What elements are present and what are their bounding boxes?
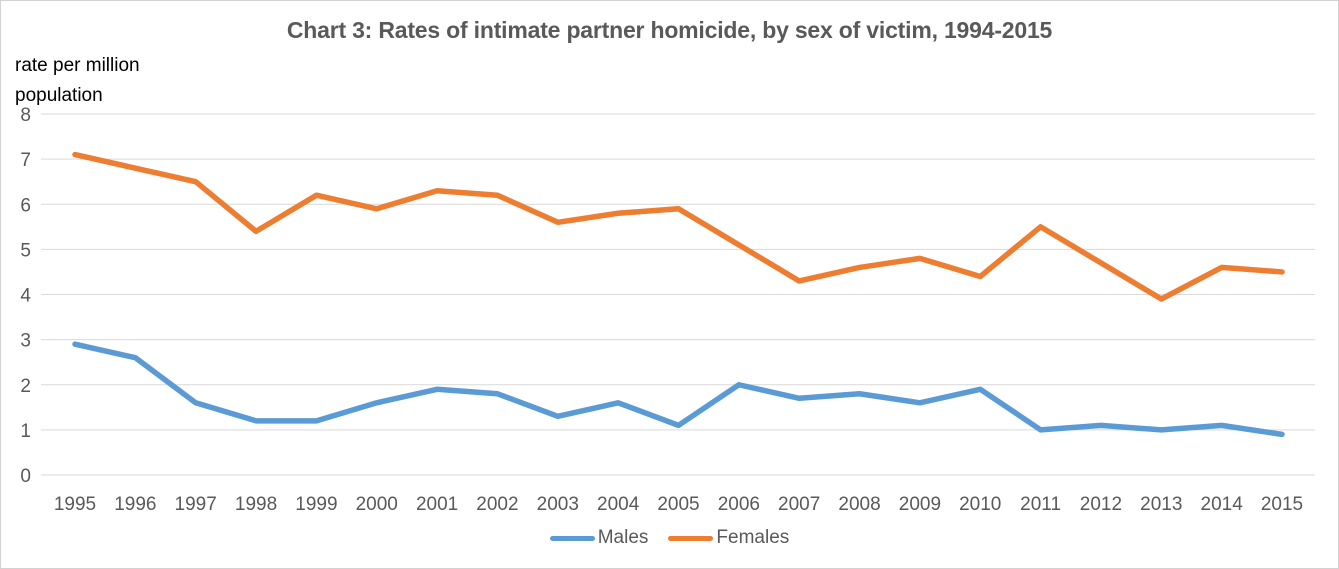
- series-line-females: [72, 151, 1285, 302]
- x-tick-label: 2011: [1020, 494, 1061, 515]
- x-tick-label: 1995: [54, 494, 96, 515]
- x-tick-label: 2010: [959, 494, 1001, 515]
- x-tick-label: 2009: [899, 494, 941, 515]
- y-tick-label: 4: [20, 286, 31, 307]
- y-tick-label: 6: [20, 195, 31, 216]
- x-tick-label: 2015: [1261, 494, 1303, 515]
- x-tick-label: 2002: [476, 494, 518, 515]
- y-tick-label: 3: [20, 331, 31, 352]
- x-tick-label: 1996: [114, 494, 156, 515]
- x-tick-label: 1999: [295, 494, 337, 515]
- legend-label-females: Females: [716, 527, 790, 548]
- x-tick-label: 2014: [1201, 494, 1244, 515]
- x-tick-label: 2004: [597, 494, 640, 515]
- y-tick-label: 2: [20, 376, 31, 397]
- x-tick-label: 2003: [537, 494, 579, 515]
- y-tick-label: 5: [20, 240, 31, 261]
- legend-item-males: Males: [549, 527, 649, 549]
- y-tick-label: 1: [20, 421, 31, 442]
- males-legend-swatch-icon: [549, 535, 595, 541]
- x-tick-label: 1997: [175, 494, 217, 515]
- x-tick-label: 2008: [838, 494, 880, 515]
- legend-item-females: Females: [668, 527, 789, 549]
- series-line-males: [72, 341, 1285, 438]
- x-tick-label: 2013: [1140, 494, 1182, 515]
- x-tick-label: 1998: [235, 494, 277, 515]
- y-axis-unit-label-line1: rate per million: [15, 55, 140, 76]
- chart-legend: Males Females: [1, 525, 1338, 551]
- x-tick-label: 2001: [416, 494, 458, 515]
- x-tick-label: 2006: [718, 494, 760, 515]
- x-tick-label: 2005: [657, 494, 699, 515]
- females-legend-swatch-icon: [668, 535, 714, 541]
- x-tick-label: 2007: [778, 494, 820, 515]
- y-axis-unit-label: rate per million population: [15, 51, 140, 111]
- y-tick-label: 0: [20, 466, 31, 487]
- y-tick-label: 7: [20, 150, 31, 171]
- legend-label-males: Males: [597, 527, 649, 548]
- y-tick-label: 8: [20, 105, 31, 126]
- x-tick-label: 2012: [1080, 494, 1122, 515]
- x-tick-label: 2000: [356, 494, 398, 515]
- chart-title: Chart 3: Rates of intimate partner homic…: [286, 17, 1053, 43]
- y-axis-unit-label-line2: population: [15, 85, 103, 106]
